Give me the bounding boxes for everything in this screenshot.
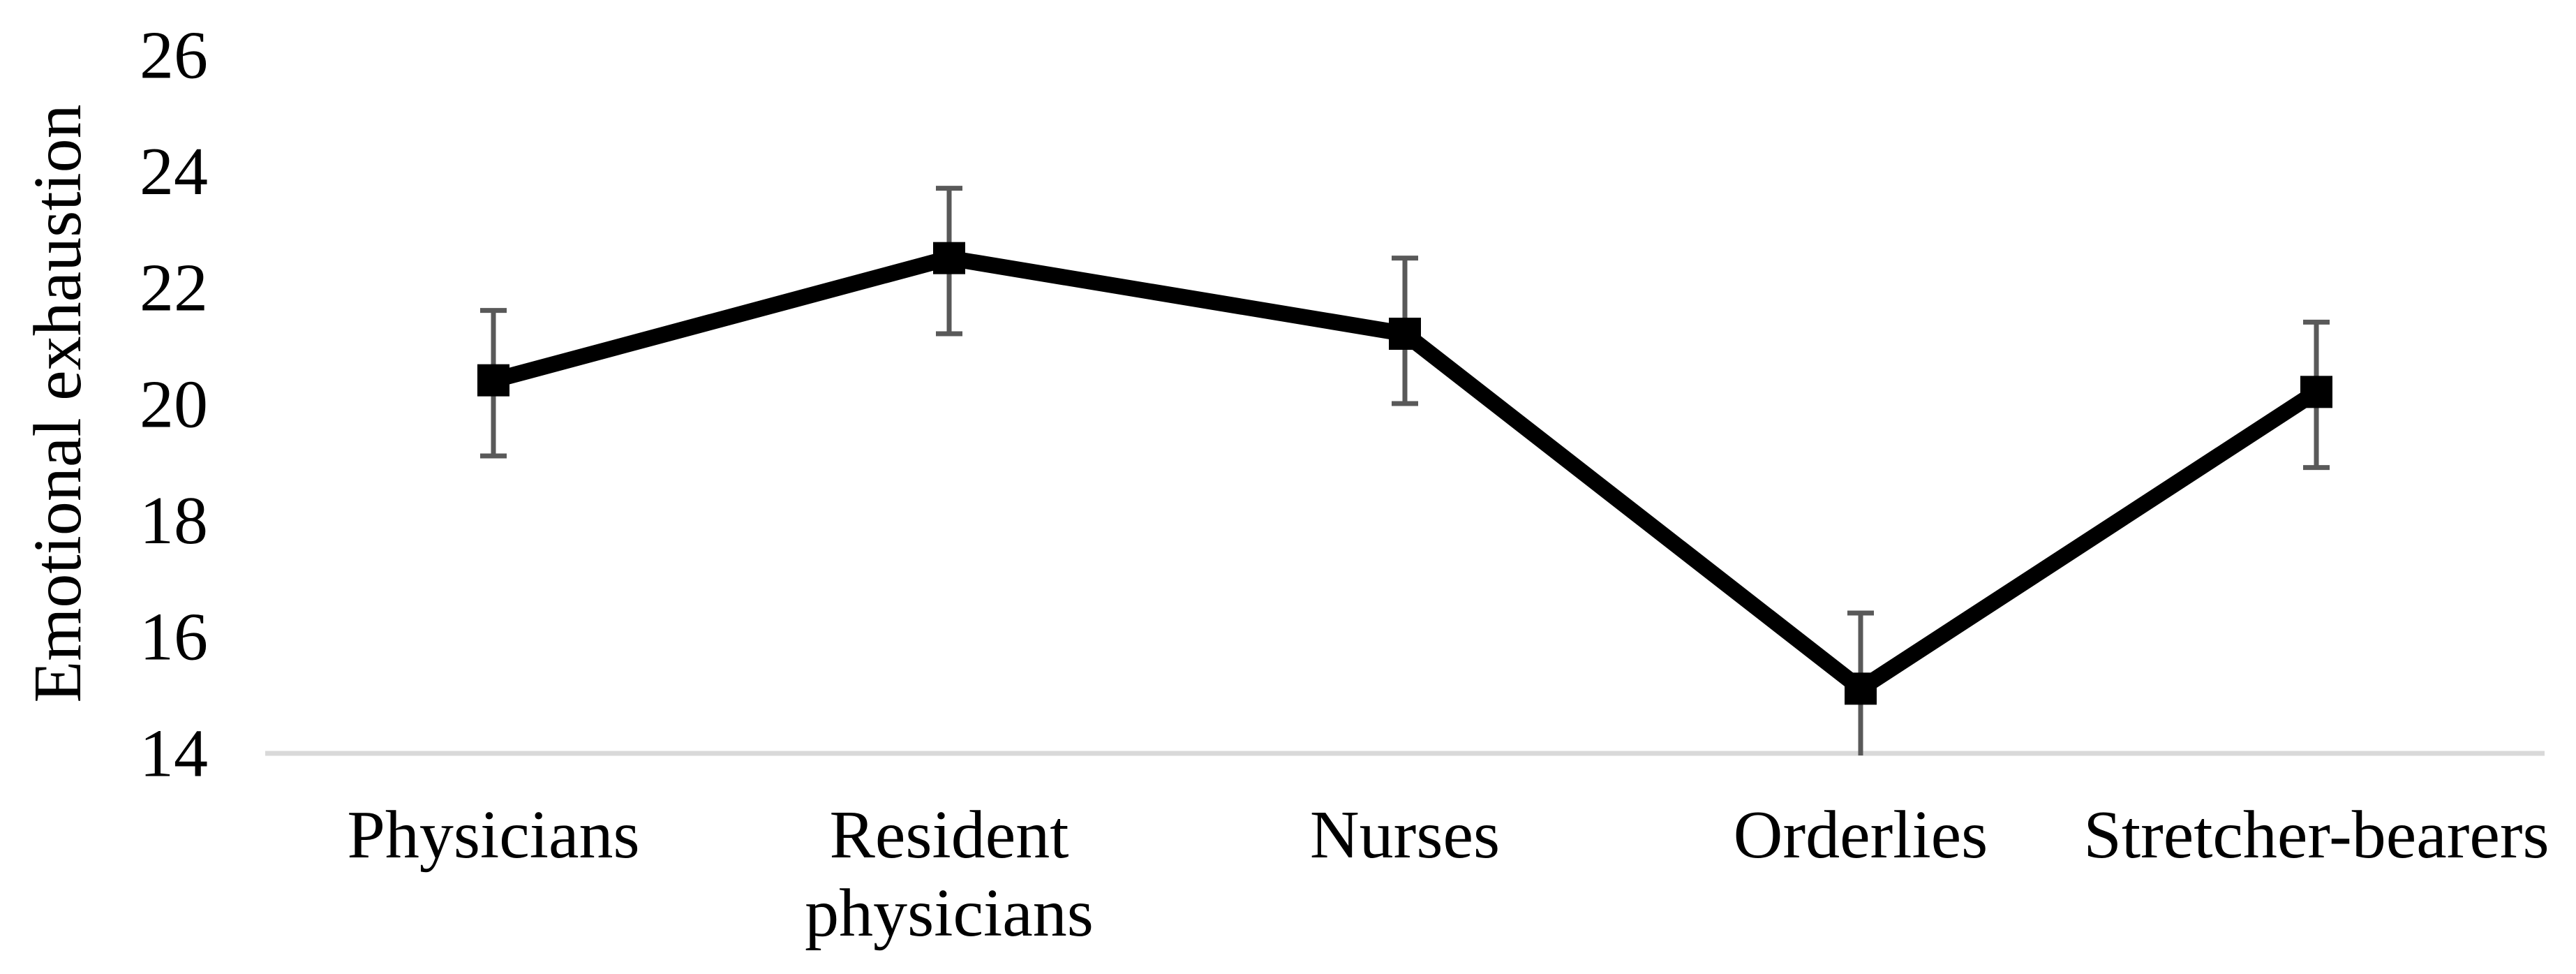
x-category-label: physicians	[805, 876, 1094, 951]
data-point-marker	[477, 364, 509, 397]
x-category-label: Orderlies	[1734, 797, 1988, 873]
y-tick-label: 24	[140, 134, 208, 209]
y-tick-label: 22	[140, 251, 208, 326]
y-tick-label: 18	[140, 483, 208, 559]
x-category-label: Stretcher-bearers	[2083, 797, 2549, 873]
data-point-marker	[2300, 376, 2332, 408]
data-point-marker	[933, 242, 965, 274]
y-tick-label: 26	[140, 17, 208, 93]
x-category-label: Nurses	[1310, 797, 1500, 873]
y-tick-label: 14	[140, 716, 208, 791]
y-tick-label: 16	[140, 600, 208, 675]
y-axis-title: Emotional exhaustion	[20, 104, 96, 702]
x-category-label: Physicians	[347, 797, 639, 873]
data-point-marker	[1389, 318, 1421, 351]
y-tick-label: 20	[140, 367, 208, 442]
x-category-label: Resident	[830, 797, 1069, 873]
data-point-marker	[1845, 672, 1877, 705]
